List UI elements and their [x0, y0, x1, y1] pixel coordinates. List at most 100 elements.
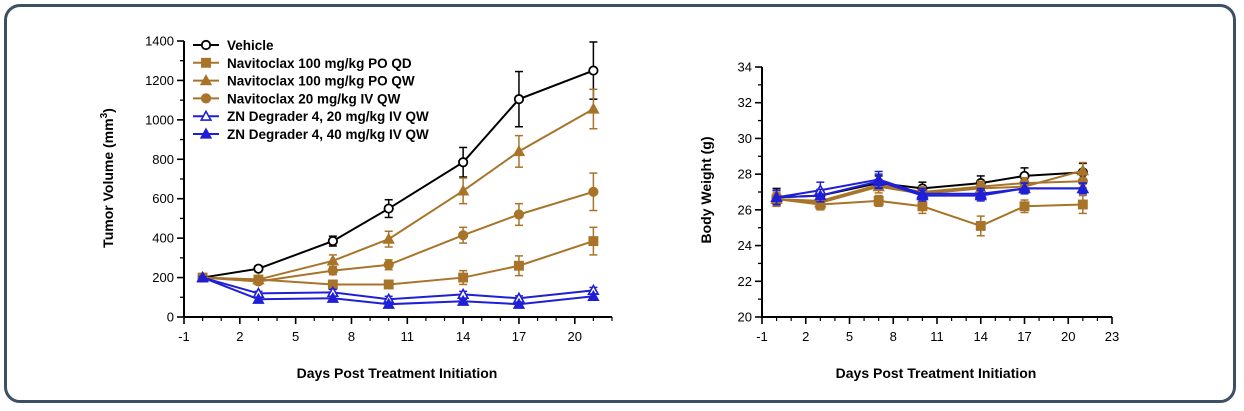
data-point — [458, 157, 469, 168]
data-point — [383, 279, 394, 290]
data-point — [196, 271, 209, 283]
tumor-volume-ytick-label: 1400 — [145, 34, 174, 49]
data-point — [587, 102, 600, 114]
body-weight-xtick-label: 11 — [930, 329, 944, 344]
legend-label: ZN Degrader 4, 20 mg/kg IV QW — [227, 109, 429, 124]
legend-item-zn-degrader-4-20-mg-kg-iv-qw: ZN Degrader 4, 20 mg/kg IV QW — [193, 109, 429, 124]
legend-swatch-marker — [199, 109, 213, 121]
data-point — [513, 94, 525, 105]
tumor-volume-xtick-label: 17 — [512, 329, 526, 344]
body-weight-xtick-label: 8 — [890, 329, 897, 344]
legend-swatch-marker — [200, 93, 212, 104]
data-point — [1019, 201, 1030, 212]
data-point — [872, 174, 885, 186]
legend-label: Navitoclax 100 mg/kg PO QW — [227, 74, 415, 89]
body-weight-ytick-label: 30 — [738, 131, 752, 146]
tumor-volume-xtick-label: 2 — [236, 329, 243, 344]
body-weight-ytick-label: 34 — [738, 60, 752, 75]
data-point — [770, 190, 783, 203]
data-point — [917, 201, 928, 212]
data-point — [253, 263, 264, 274]
body-weight-ytick-label: 22 — [738, 274, 752, 289]
legend-item-zn-degrader-4-40-mg-kg-iv-qw: ZN Degrader 4, 40 mg/kg IV QW — [193, 127, 429, 142]
tumor-volume-ytick-label: 400 — [152, 231, 174, 246]
legend-item-vehicle: Vehicle — [193, 38, 274, 53]
data-point — [1018, 181, 1031, 194]
data-point — [382, 297, 395, 309]
body-weight-ytick-label: 32 — [738, 95, 752, 110]
body-weight-xtick-label: -1 — [756, 329, 768, 344]
data-point — [588, 186, 599, 197]
data-point — [514, 260, 524, 271]
legend-swatch-marker — [199, 74, 213, 86]
body-weight-xtick-label: 20 — [1061, 329, 1075, 344]
data-point — [512, 144, 526, 157]
legend-item-navitoclax-100-mg-kg-po-qw: Navitoclax 100 mg/kg PO QW — [193, 74, 415, 89]
data-point — [327, 236, 338, 247]
body-weight-ytick-label: 26 — [738, 202, 752, 217]
tumor-volume-ytick-label: 1000 — [145, 112, 174, 127]
data-point — [873, 195, 884, 206]
body-weight-xtick-label: 17 — [1017, 329, 1031, 344]
tumor-volume-xtick-label: 5 — [292, 329, 299, 344]
tumor-volume-ytick-label: 1200 — [145, 73, 174, 88]
data-point — [587, 289, 600, 301]
data-point — [974, 189, 987, 201]
weight-xlabel: Days Post Treatment Initiation — [836, 365, 1037, 381]
legend-label: Navitoclax 100 mg/kg PO QD — [227, 56, 412, 71]
tumor-volume-series-navitoclax-20-mg-kg-iv-qw — [197, 172, 599, 287]
legend-swatch-marker — [199, 127, 213, 139]
tumor-volume-xtick-label: -1 — [178, 329, 190, 344]
tumor-volume-xtick-label: 11 — [401, 329, 415, 344]
data-point — [458, 230, 469, 241]
data-point — [814, 189, 827, 201]
tumor-ylabel-end: ) — [100, 108, 116, 113]
data-point — [512, 297, 526, 309]
tumor-xlabel: Days Post Treatment Initiation — [297, 365, 498, 381]
tumor-volume-ytick-label: 800 — [152, 152, 174, 167]
body-weight-xtick-label: 5 — [846, 329, 853, 344]
weight-ylabel: Body Weight (g) — [698, 136, 714, 243]
tumor-volume-xtick-label: 20 — [568, 329, 582, 344]
data-point — [456, 294, 470, 306]
body-weight-chart: 20 22 24 26 28 30 32 34 -1 2 5 8 11 14 17 20 23 — [738, 60, 1120, 345]
legend-item-navitoclax-20-mg-kg-iv-qw: Navitoclax 20 mg/kg IV QW — [193, 91, 401, 106]
legend-label: Vehicle — [227, 38, 274, 53]
tumor-volume-xtick-label: 8 — [348, 329, 355, 344]
data-point — [253, 276, 264, 287]
data-point — [916, 189, 929, 201]
body-weight-ytick-label: 20 — [738, 310, 752, 325]
data-point — [382, 232, 395, 244]
data-point — [588, 65, 599, 76]
data-point — [327, 265, 338, 276]
body-weight-ytick-label: 24 — [738, 238, 752, 253]
body-weight-ytick-label: 28 — [738, 167, 752, 182]
tumor-volume-ytick-label: 0 — [167, 310, 174, 325]
tumor-volume-chart: 0 200 400 600 800 1000 1200 1400 -1 2 5 8 11 14 17 20 — [145, 34, 613, 344]
tumor-volume-series-vehicle — [197, 41, 599, 283]
tumor-ylabel: Tumor Volume (mm3) — [99, 108, 116, 248]
tumor-volume-ytick-label: 200 — [152, 270, 174, 285]
tumor-volume-xtick-label: 14 — [456, 329, 470, 344]
data-point — [1076, 181, 1090, 194]
tumor-volume-series-zn-degrader-4-40-mg-kg-iv-qw — [196, 271, 600, 309]
tumor-ylabel-sup: 3 — [99, 112, 110, 118]
data-point — [326, 291, 340, 303]
body-weight-series-zn-degrader-4-40-mg-kg-iv-qw — [770, 173, 1090, 206]
data-point — [383, 259, 394, 270]
tumor-volume-ytick-label: 600 — [152, 191, 174, 206]
legend-label: ZN Degrader 4, 40 mg/kg IV QW — [227, 127, 429, 142]
legend-swatch-marker — [201, 57, 211, 68]
data-point — [456, 184, 470, 196]
data-point — [1077, 199, 1088, 210]
tumor-ylabel-main: Tumor Volume (mm — [100, 118, 116, 247]
body-weight-xtick-label: 2 — [802, 329, 809, 344]
legend: Vehicle Navitoclax 100 mg/kg PO QD Navitoc… — [193, 38, 429, 142]
legend-item-navitoclax-100-mg-kg-po-qd: Navitoclax 100 mg/kg PO QD — [193, 56, 412, 71]
data-point — [458, 272, 469, 283]
data-point — [513, 209, 525, 220]
legend-label: Navitoclax 20 mg/kg IV QW — [227, 91, 401, 106]
body-weight-xtick-label: 23 — [1105, 329, 1119, 344]
data-point — [383, 203, 394, 214]
